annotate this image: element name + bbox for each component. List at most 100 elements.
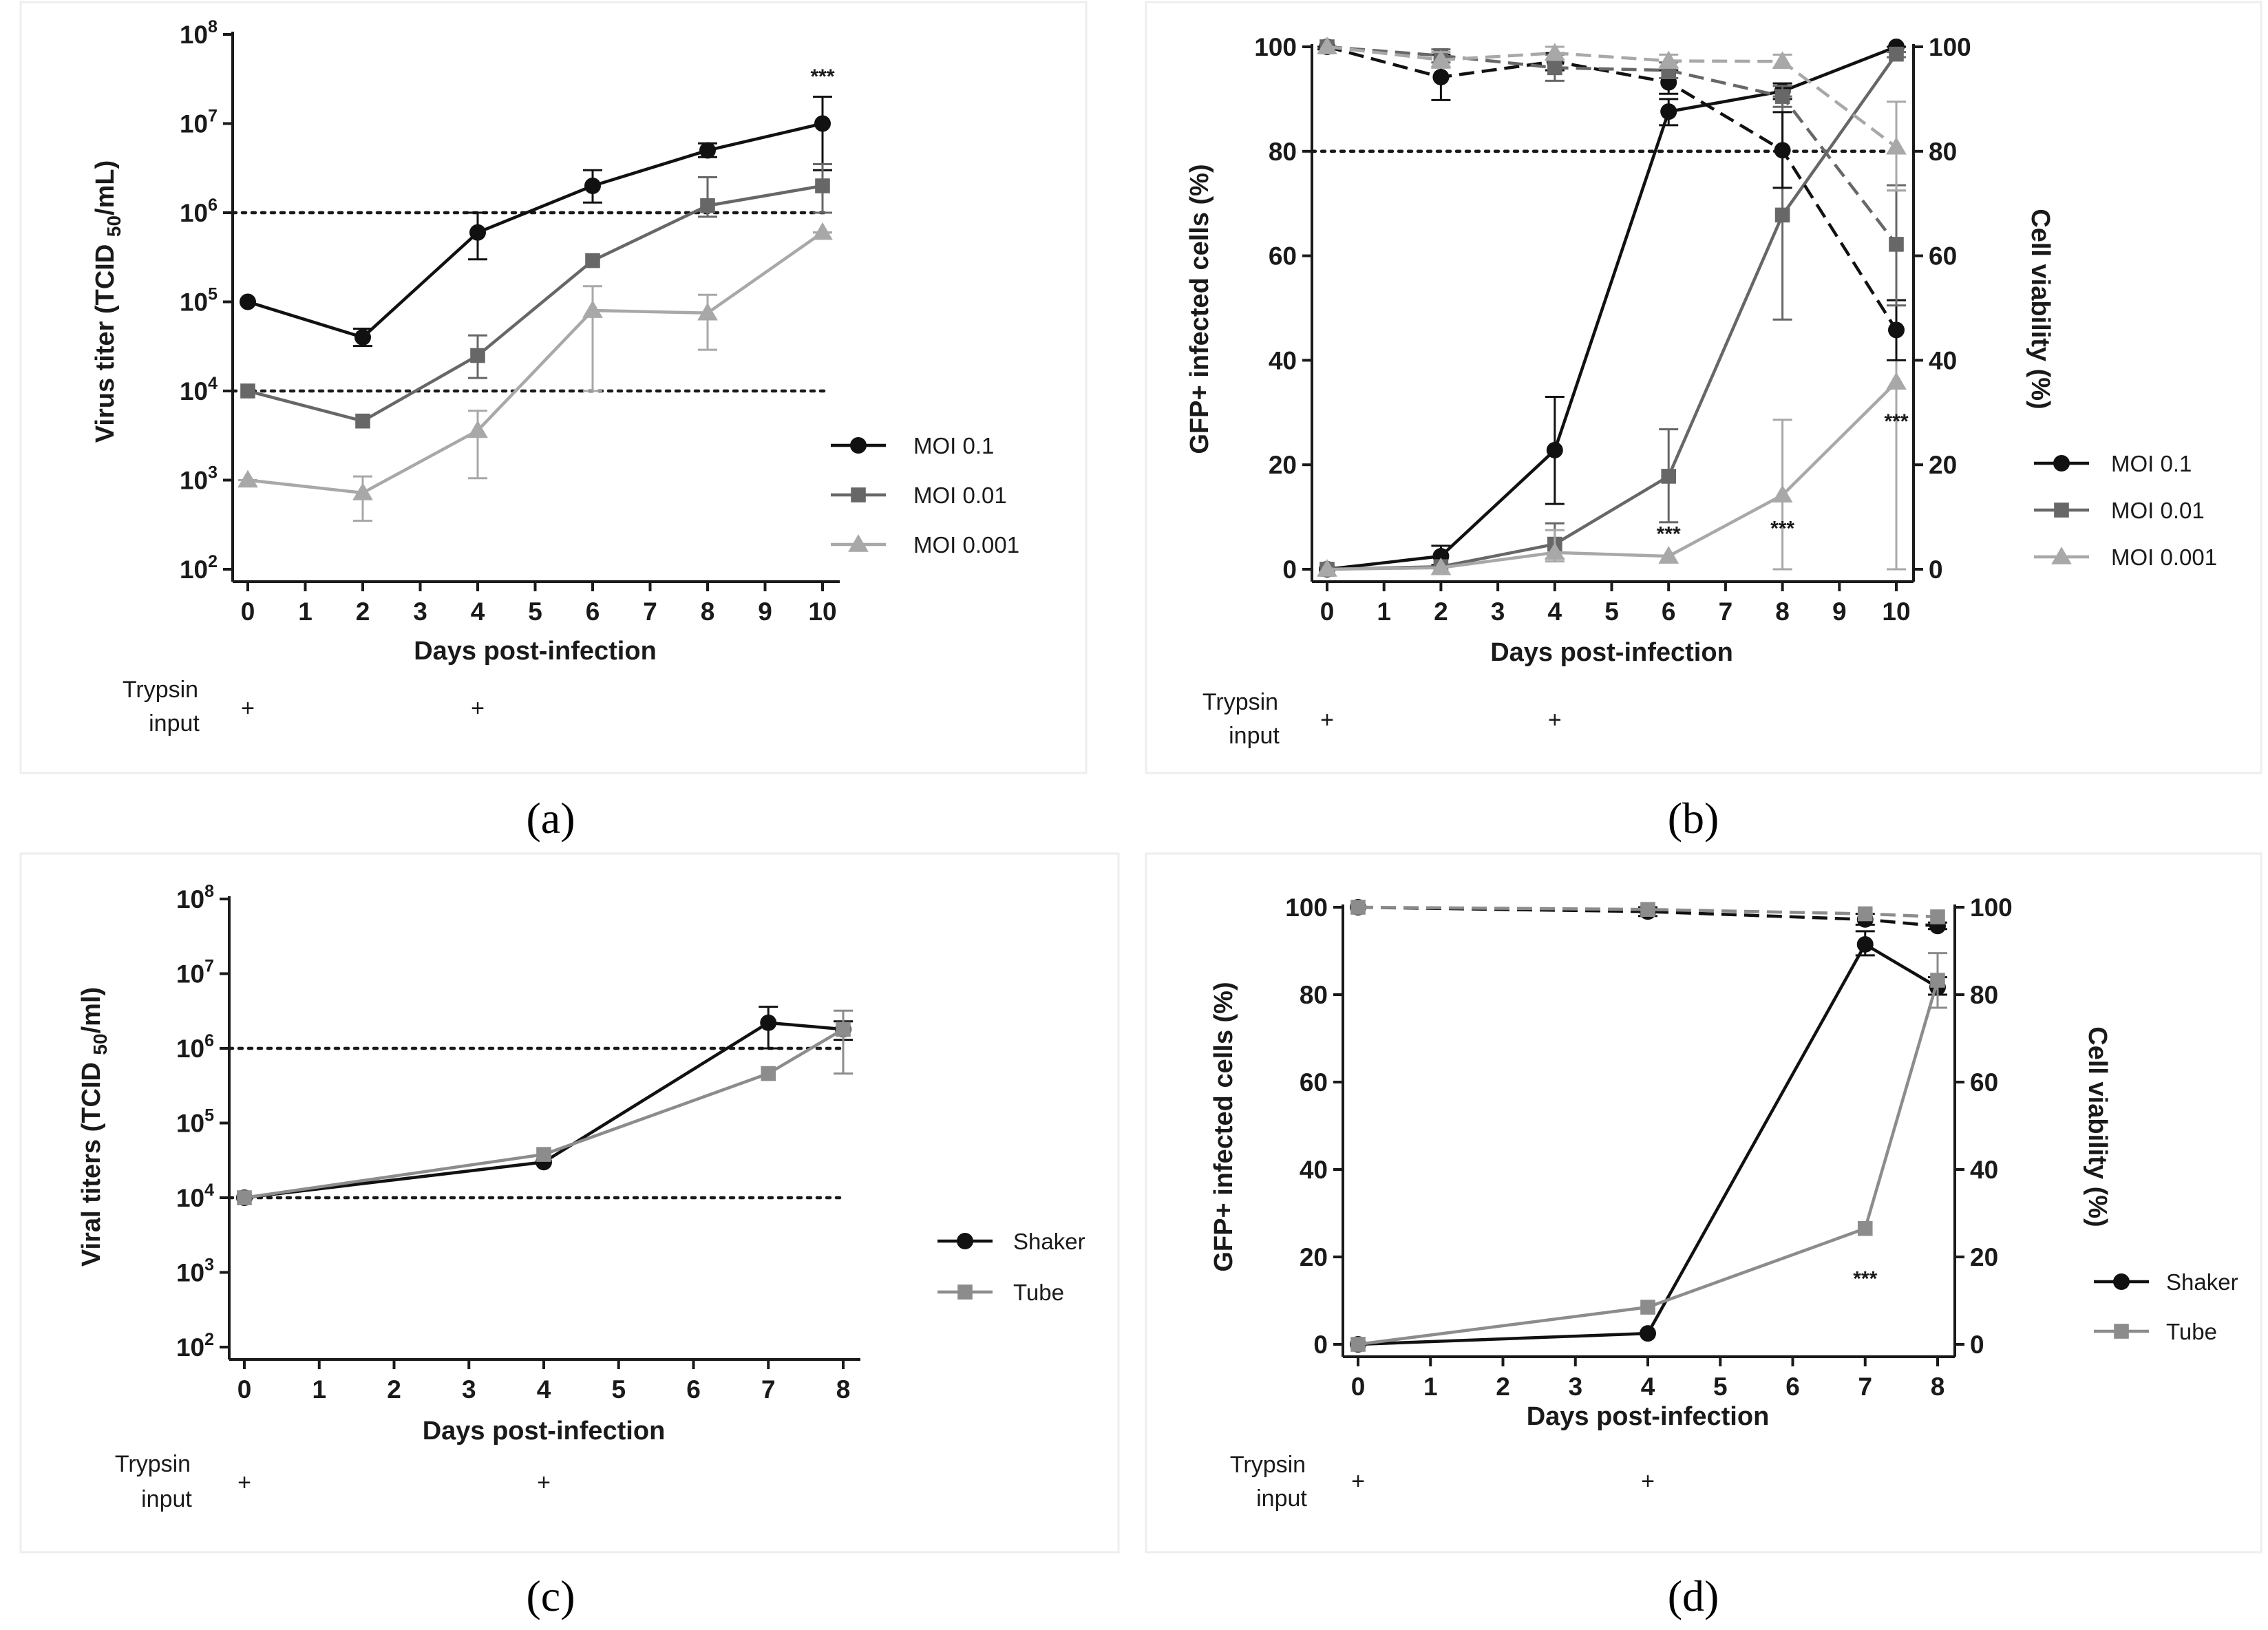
data-point xyxy=(1774,89,1790,104)
series-shaker xyxy=(236,1006,853,1206)
trypsin-mark: + xyxy=(237,1470,251,1496)
x-tick-label: 5 xyxy=(528,597,542,626)
y-tick-label: 108 xyxy=(180,17,218,49)
x-tick-label: 2 xyxy=(1434,597,1448,626)
data-point xyxy=(1930,909,1945,924)
series-line xyxy=(247,231,824,495)
legend-marker xyxy=(2054,502,2069,518)
right-tick-label: 40 xyxy=(1929,346,1957,374)
legend-marker xyxy=(2051,547,2072,564)
trypsin-label: Trypsin xyxy=(123,677,198,703)
x-tick-label: 3 xyxy=(462,1375,476,1404)
trypsin-mark: + xyxy=(1641,1468,1655,1494)
chart-panel-a: 102 103 104 105 106 107 108 0 1 2 3 4 5 6 7 8 9 10 Days po… xyxy=(91,17,1019,737)
series-moi-0-1 xyxy=(1319,39,1906,578)
data-point xyxy=(1658,50,1679,69)
y-axis-title: GFP+ infected cells (%) xyxy=(1185,164,1214,454)
right-tick-label: 20 xyxy=(1929,451,1957,479)
y-tick-label: 0 xyxy=(1282,555,1297,584)
data-point xyxy=(1350,900,1366,915)
series-moi-0-1 xyxy=(240,96,832,348)
x-tick-label: 4 xyxy=(471,597,485,626)
y-tick-label: 104 xyxy=(180,374,218,405)
right-tick-label: 20 xyxy=(1970,1243,1998,1271)
data-point xyxy=(1774,207,1790,223)
x-tick-label: 4 xyxy=(537,1375,551,1404)
trypsin-label: input xyxy=(1256,1485,1307,1512)
data-point xyxy=(355,413,370,429)
data-point xyxy=(1889,237,1904,252)
legend-label: Shaker xyxy=(2166,1269,2238,1295)
x-tick-label: 0 xyxy=(1320,597,1335,626)
data-point xyxy=(1430,50,1452,67)
series-moi-0-01 xyxy=(1320,46,1906,577)
x-tick-label: 0 xyxy=(237,1375,252,1404)
y-tick-label: 80 xyxy=(1300,981,1328,1009)
x-tick-label: 6 xyxy=(1785,1373,1800,1401)
legend-marker xyxy=(957,1233,973,1249)
y-tick-label: 100 xyxy=(1254,33,1297,61)
panel-frame-a xyxy=(19,1,1088,774)
legend-label: MOI 0.1 xyxy=(913,433,994,458)
x-tick-label: 5 xyxy=(1604,597,1619,626)
trypsin-mark: + xyxy=(241,695,255,721)
legend-marker xyxy=(2053,455,2070,472)
y-tick-label: 105 xyxy=(176,1106,214,1138)
right-tick-label: 0 xyxy=(1970,1331,1984,1359)
data-point xyxy=(1350,1337,1366,1352)
series-moi-0-01-viability xyxy=(1320,39,1906,307)
data-point xyxy=(240,383,255,399)
x-tick-label: 8 xyxy=(836,1375,851,1404)
legend: Shaker Tube xyxy=(937,1229,1085,1305)
right-tick-label: 80 xyxy=(1970,981,1998,1009)
series-line xyxy=(1326,45,1897,571)
legend: Shaker Tube xyxy=(2094,1269,2238,1344)
data-point xyxy=(814,115,831,132)
data-point xyxy=(1857,1220,1873,1236)
trypsin-mark: + xyxy=(1320,707,1334,733)
y-axis-title: GFP+ infected cells (%) xyxy=(1209,982,1238,1271)
data-point xyxy=(1544,43,1565,61)
x-axis-title: Days post-infection xyxy=(414,637,657,666)
y-tick-label: 60 xyxy=(1269,242,1297,271)
x-tick-label: 9 xyxy=(758,597,772,626)
panel-frame-d xyxy=(1145,852,2262,1554)
x-tick-label: 5 xyxy=(611,1375,626,1404)
y-tick-label: 60 xyxy=(1300,1068,1328,1097)
significance-label: *** xyxy=(810,65,834,88)
panel-frame-b xyxy=(1145,1,2262,774)
series-line xyxy=(1357,905,1938,919)
data-point xyxy=(237,469,258,488)
legend-label: Tube xyxy=(1013,1280,1064,1305)
data-point xyxy=(1856,935,1874,953)
x-tick-label: 8 xyxy=(701,597,715,626)
data-point xyxy=(1640,1325,1656,1342)
significance-label: *** xyxy=(1770,518,1794,540)
y-tick-label: 103 xyxy=(176,1256,214,1287)
series-moi-0-001 xyxy=(237,222,833,522)
x-tick-label: 3 xyxy=(1491,597,1505,626)
y-axis-title: Viral titers (TCID 50/ml) xyxy=(77,987,111,1267)
y-tick-label: 40 xyxy=(1300,1156,1328,1184)
data-point xyxy=(1888,321,1905,339)
data-point xyxy=(1317,559,1337,577)
y-tick-label: 102 xyxy=(180,552,218,584)
x-tick-label: 4 xyxy=(1641,1373,1655,1401)
data-point xyxy=(1640,902,1655,917)
x-tick-label: 1 xyxy=(298,597,312,626)
legend-label: MOI 0.1 xyxy=(2111,451,2192,476)
right-tick-label: 60 xyxy=(1970,1068,1998,1097)
trypsin-label: input xyxy=(1229,723,1280,749)
y-tick-label: 102 xyxy=(176,1330,214,1362)
legend-label: Tube xyxy=(2166,1319,2217,1344)
legend-label: MOI 0.01 xyxy=(913,483,1007,508)
data-point xyxy=(237,1190,252,1205)
series-line xyxy=(247,184,823,423)
x-tick-label: 4 xyxy=(1548,597,1562,626)
y-tick-label: 106 xyxy=(180,195,218,227)
x-tick-label: 3 xyxy=(413,597,427,626)
panel-label-a: (a) xyxy=(526,794,575,843)
y-tick-label: 100 xyxy=(1285,893,1328,922)
series-tube xyxy=(237,1009,853,1205)
data-point xyxy=(1430,557,1452,575)
